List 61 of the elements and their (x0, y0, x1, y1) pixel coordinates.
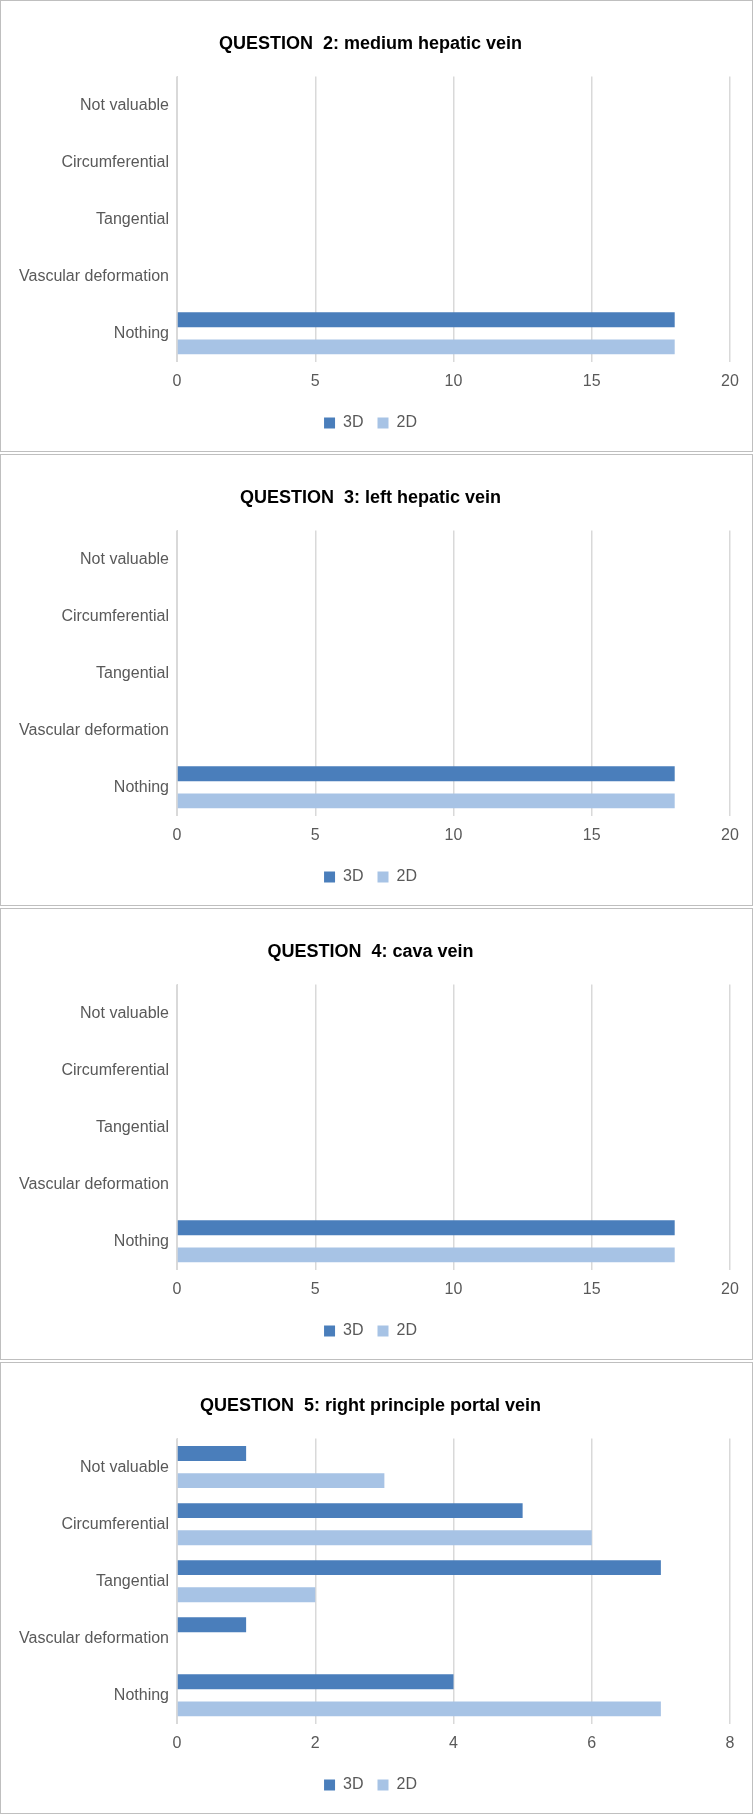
x-tick-label: 5 (310, 1279, 320, 1297)
x-tick-label: 15 (582, 825, 601, 843)
x-tick-label: 15 (582, 1279, 601, 1297)
y-tick-label: Circumferential (61, 1514, 169, 1532)
bar (177, 1674, 454, 1690)
x-tick-label: 20 (721, 825, 739, 843)
bar (177, 1560, 661, 1576)
x-tick-label: 10 (444, 371, 463, 389)
x-tick-label: 10 (444, 825, 463, 843)
bar (177, 1587, 316, 1603)
x-tick-label: 20 (721, 371, 739, 389)
x-tick-label: 8 (725, 1733, 735, 1751)
legend-label: 3D (343, 1775, 364, 1793)
y-tick-label: Vascular deformation (19, 1628, 169, 1646)
legend-label: 2D (396, 413, 417, 431)
y-tick-label: Not valuable (80, 549, 170, 567)
x-tick-label: 10 (444, 1279, 463, 1297)
x-tick-label: 15 (582, 371, 601, 389)
x-tick-label: 0 (172, 825, 182, 843)
chart-title: QUESTION 4: cava vein (267, 940, 474, 961)
legend-label: 2D (396, 867, 417, 885)
y-tick-label: Circumferential (61, 152, 169, 170)
y-tick-label: Vascular deformation (19, 720, 169, 738)
y-tick-label: Vascular deformation (19, 1174, 169, 1192)
legend-label: 2D (396, 1321, 417, 1339)
y-tick-label: Nothing (113, 1231, 169, 1249)
y-tick-label: Not valuable (80, 1457, 170, 1475)
y-tick-label: Not valuable (80, 95, 170, 113)
bar (177, 1446, 247, 1462)
bar (177, 1530, 592, 1546)
bar (177, 1503, 523, 1519)
y-tick-label: Nothing (113, 1685, 169, 1703)
chart-title: QUESTION 5: right principle portal vein (199, 1394, 542, 1415)
y-tick-label: Tangential (96, 1117, 169, 1135)
chart-title: QUESTION 3: left hepatic vein (239, 486, 502, 507)
x-tick-label: 6 (587, 1733, 597, 1751)
x-tick-label: 5 (310, 825, 320, 843)
x-tick-label: 5 (310, 371, 320, 389)
bar (177, 1617, 247, 1633)
y-tick-label: Tangential (96, 1571, 169, 1589)
y-tick-label: Nothing (113, 777, 169, 795)
x-tick-label: 4 (449, 1733, 459, 1751)
y-tick-label: Circumferential (61, 1060, 169, 1078)
y-tick-label: Tangential (96, 209, 169, 227)
legend-label: 2D (396, 1775, 417, 1793)
bar (177, 1701, 661, 1717)
legend-label: 3D (343, 1321, 364, 1339)
x-tick-label: 2 (310, 1733, 320, 1751)
x-tick-label: 20 (721, 1279, 739, 1297)
y-tick-label: Circumferential (61, 606, 169, 624)
legend-label: 3D (343, 413, 364, 431)
y-tick-label: Nothing (113, 323, 169, 341)
y-tick-label: Tangential (96, 663, 169, 681)
y-tick-label: Vascular deformation (19, 266, 169, 284)
chart-title: QUESTION 2: medium hepatic vein (218, 32, 523, 53)
legend-label: 3D (343, 867, 364, 885)
y-tick-label: Not valuable (80, 1003, 170, 1021)
bar (177, 1473, 385, 1489)
x-tick-label: 0 (172, 1279, 182, 1297)
x-tick-label: 0 (172, 1733, 182, 1751)
x-tick-label: 0 (172, 371, 182, 389)
